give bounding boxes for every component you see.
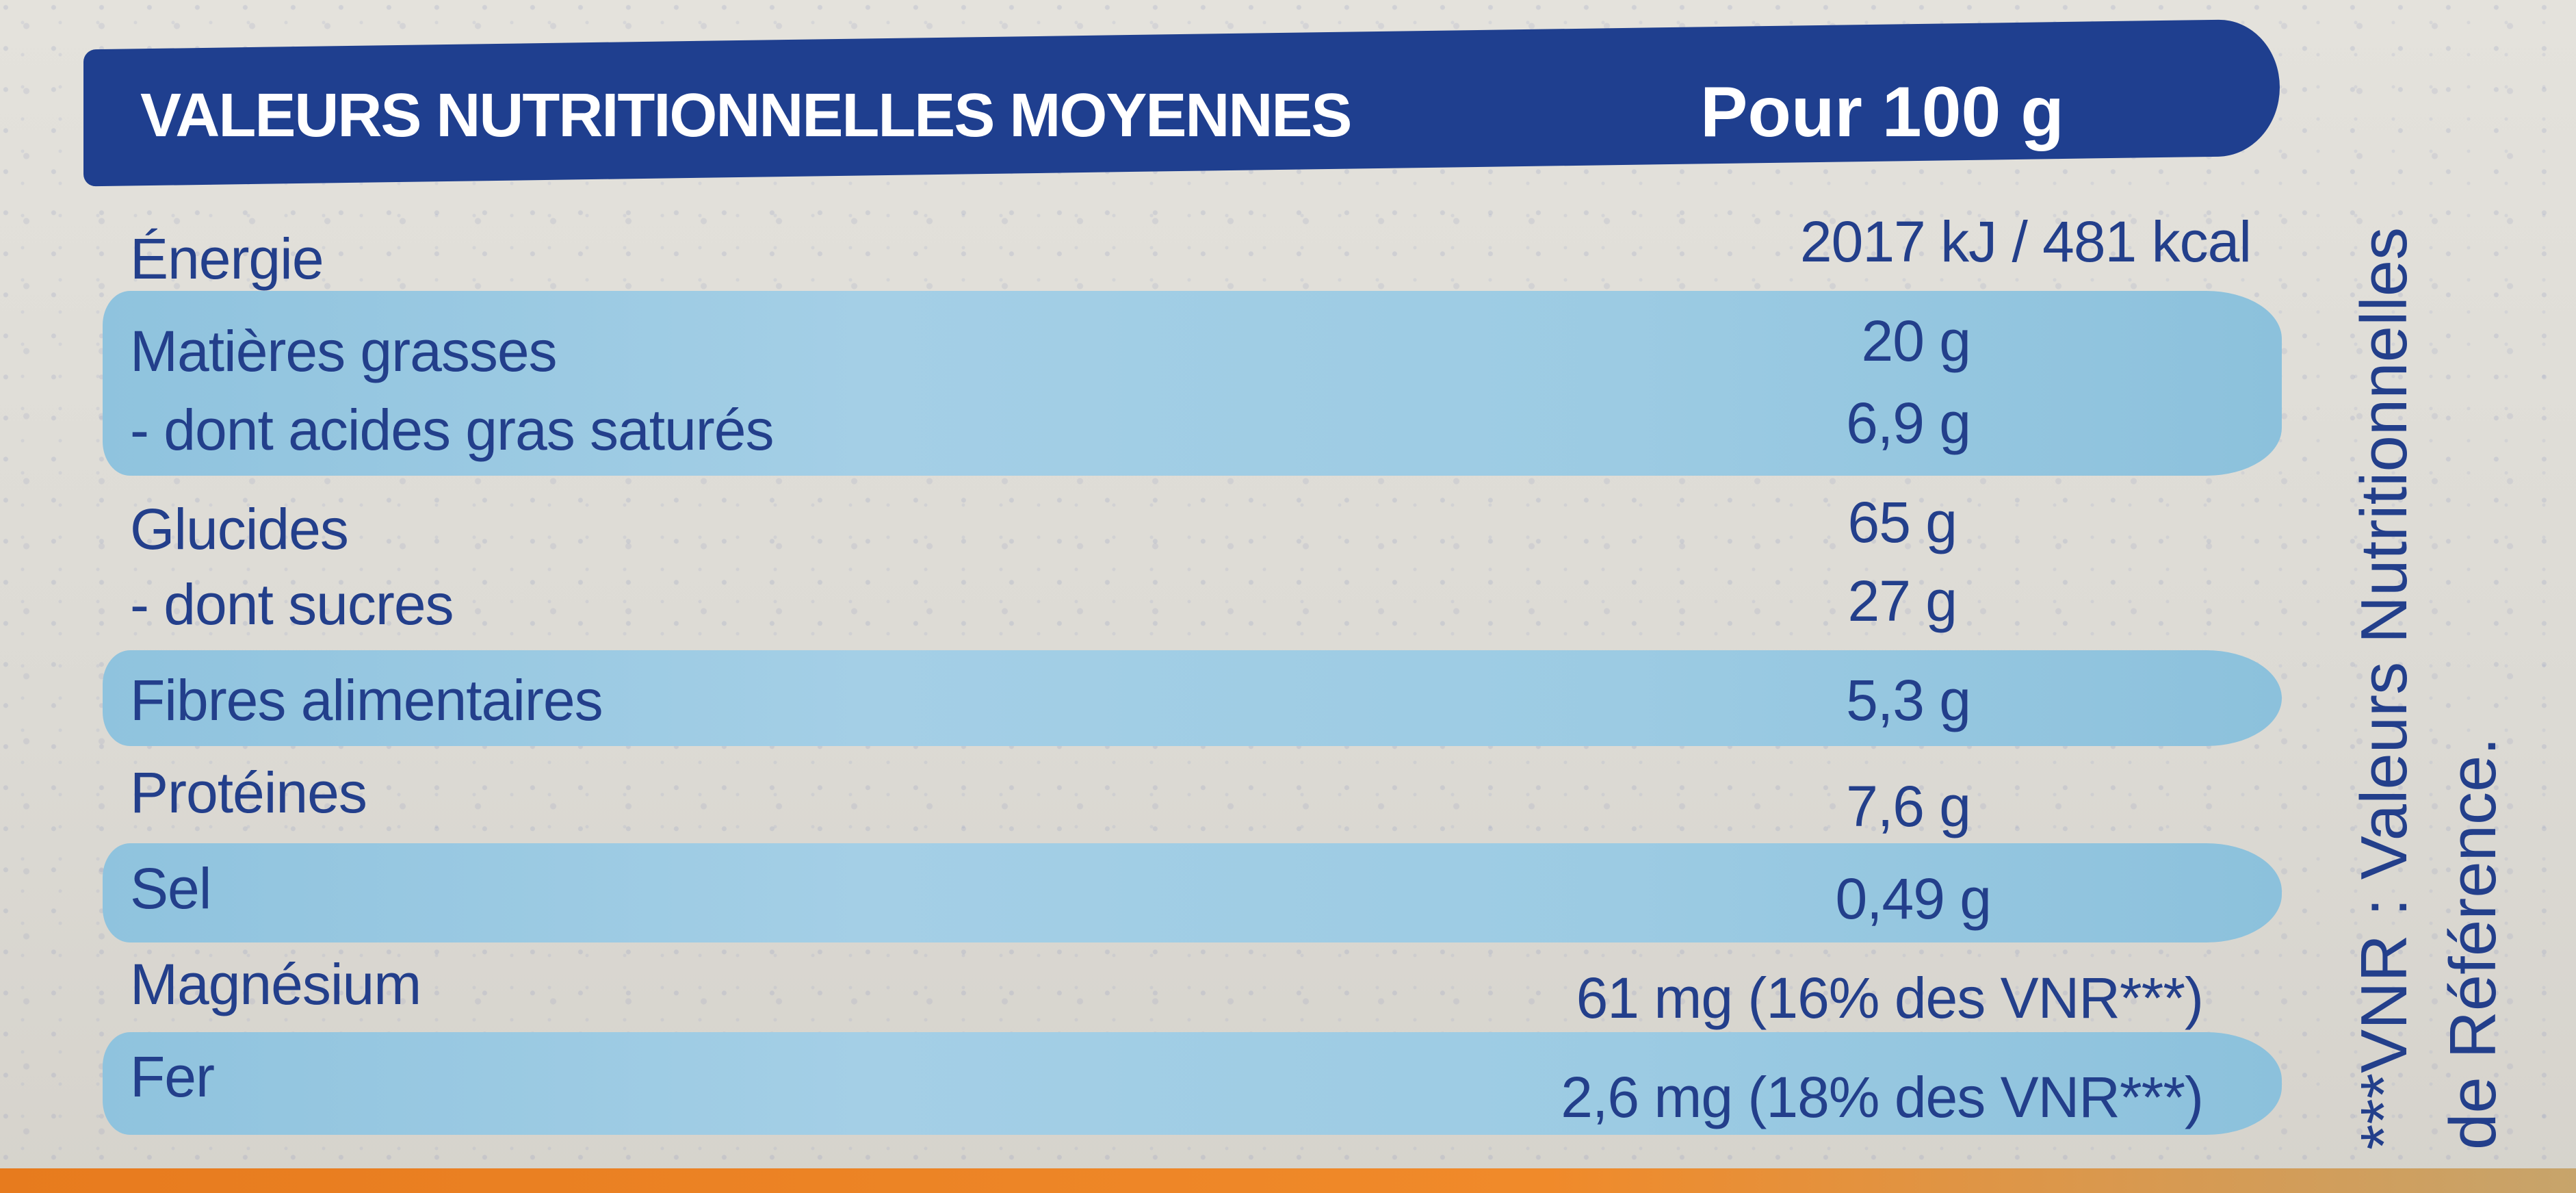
row-value-fats: 20 g <box>1861 309 1972 373</box>
vnr-footnote: ***VNR : Valeurs Nutritionnelles de Réfé… <box>2340 227 2545 1150</box>
row-value-saturated: 6,9 g <box>1846 391 1971 455</box>
row-band-iron <box>103 1032 2282 1135</box>
row-label-carbs: Glucides <box>130 497 349 561</box>
row-label-magnesium: Magnésium <box>130 952 421 1016</box>
row-value-iron: 2,6 mg (18% des VNR***) <box>1561 1065 2204 1129</box>
vnr-footnote-line1: ***VNR : Valeurs Nutritionnelles <box>2347 227 2421 1150</box>
row-value-carbs: 65 g <box>1847 490 1958 554</box>
row-value-energy: 2017 kJ / 481 kcal <box>1799 209 2252 274</box>
row-label-salt: Sel <box>130 856 211 921</box>
row-label-fibres: Fibres alimentaires <box>130 668 603 732</box>
row-band-fibres <box>103 650 2282 746</box>
row-band-fats <box>103 291 2282 476</box>
row-value-fibres: 5,3 g <box>1846 668 1971 732</box>
vnr-footnote-line2: de Référence. <box>2436 736 2510 1150</box>
table-title: VALEURS NUTRITIONNELLES MOYENNES <box>140 81 1352 150</box>
row-label-iron: Fer <box>130 1044 215 1109</box>
packaging-edge-strip <box>0 1168 2576 1193</box>
row-value-sugars: 27 g <box>1847 569 1958 633</box>
column-header-per-100g: Pour 100 g <box>1700 73 2064 152</box>
row-band-salt <box>103 843 2282 942</box>
row-label-energy: Énergie <box>130 227 324 291</box>
row-value-proteins: 7,6 g <box>1846 774 1971 838</box>
row-value-magnesium: 61 mg (16% des VNR***) <box>1576 966 2204 1030</box>
row-label-proteins: Protéines <box>130 760 367 825</box>
row-label-sugars: - dont sucres <box>130 572 454 637</box>
row-value-salt: 0,49 g <box>1835 867 1992 931</box>
row-label-saturated: - dont acides gras saturés <box>130 398 774 462</box>
row-label-fats: Matières grasses <box>130 319 558 383</box>
